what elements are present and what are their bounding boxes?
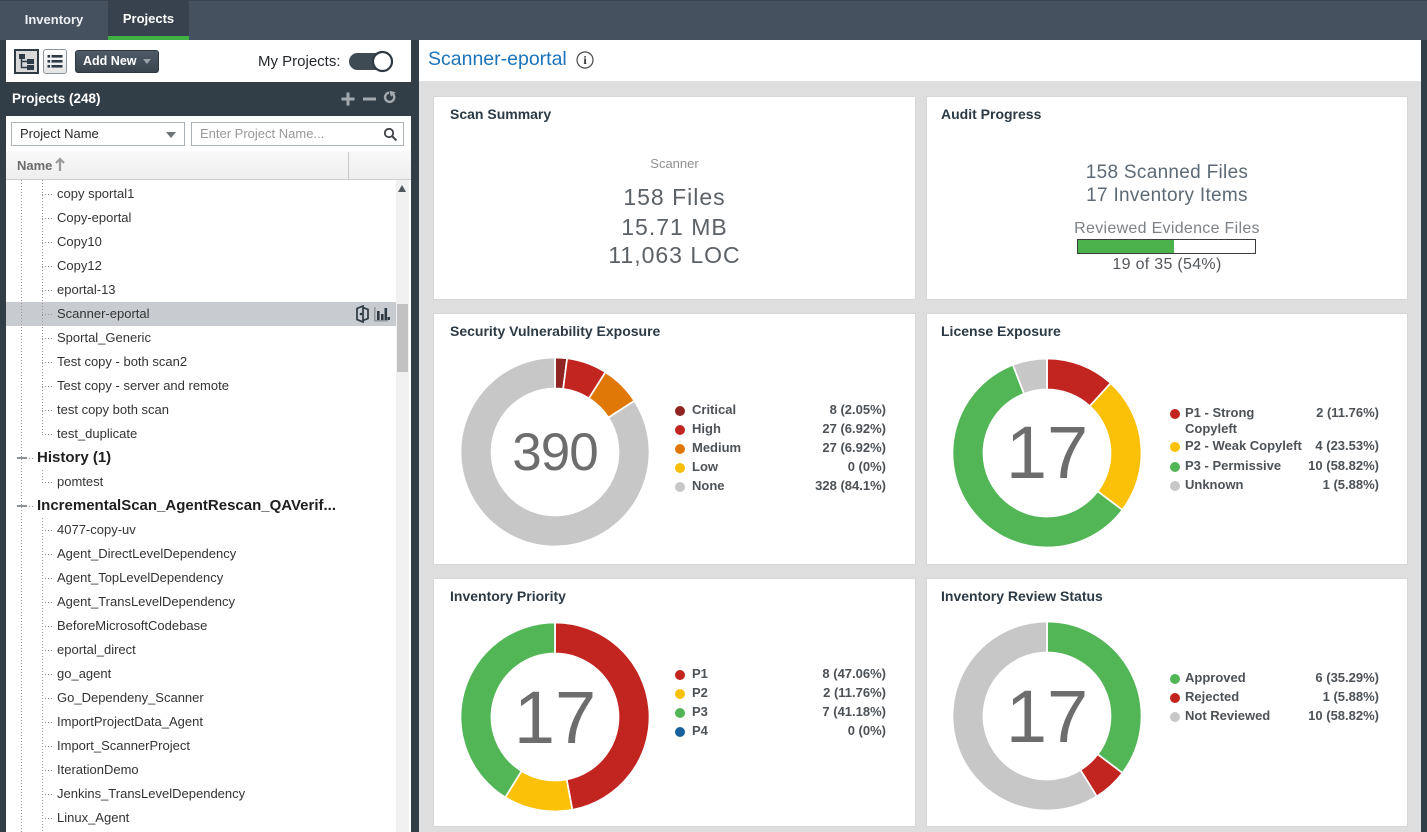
svg-text:i: i [583,53,587,67]
